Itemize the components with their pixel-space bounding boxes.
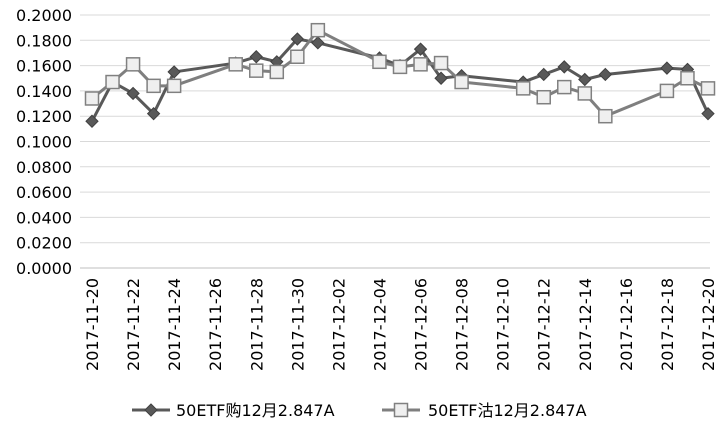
y-tick-label: 0.0000 bbox=[16, 259, 72, 278]
x-tick-label: 2017-11-20 bbox=[83, 278, 102, 371]
y-tick-label: 0.2000 bbox=[16, 6, 72, 25]
square-point bbox=[577, 86, 593, 101]
x-tick-label: 2017-12-08 bbox=[453, 278, 472, 371]
diamond-point bbox=[578, 72, 592, 87]
x-tick-label: 2017-12-04 bbox=[370, 278, 389, 371]
x-tick-label: 2017-12-20 bbox=[699, 278, 718, 371]
x-tick-label: 2017-11-28 bbox=[247, 278, 266, 371]
diamond-point bbox=[660, 61, 674, 75]
square-point bbox=[84, 91, 100, 106]
square-point bbox=[290, 49, 305, 64]
square-point bbox=[659, 83, 675, 99]
square-point bbox=[454, 74, 469, 90]
square-point bbox=[166, 78, 182, 94]
square-point bbox=[125, 57, 141, 72]
square-point bbox=[105, 74, 120, 90]
square-point bbox=[249, 63, 264, 78]
y-tick-label: 0.1000 bbox=[16, 133, 72, 152]
y-tick-label: 0.0600 bbox=[16, 183, 72, 202]
square-point bbox=[515, 81, 531, 96]
diamond-point bbox=[126, 86, 140, 101]
diamond-point bbox=[557, 60, 571, 74]
square-point bbox=[146, 78, 161, 94]
y-tick-label: 0.0400 bbox=[16, 208, 72, 227]
square-point bbox=[680, 71, 695, 86]
square-point bbox=[536, 89, 551, 105]
x-tick-label: 2017-11-26 bbox=[206, 278, 225, 371]
diamond-point bbox=[537, 67, 551, 82]
legend-diamond-marker bbox=[144, 403, 158, 417]
square-point bbox=[413, 57, 428, 72]
legend-item-1: 50ETF购12月2.847A bbox=[132, 401, 335, 420]
x-tick-label: 2017-12-16 bbox=[617, 278, 636, 371]
x-tick-label: 2017-12-12 bbox=[535, 278, 554, 371]
square-point bbox=[228, 57, 243, 72]
x-tick-label: 2017-11-22 bbox=[124, 278, 143, 371]
diamond-point bbox=[413, 42, 428, 56]
legend-item-2: 50ETF沽12月2.847A bbox=[382, 401, 587, 420]
legend-label: 50ETF沽12月2.847A bbox=[428, 401, 587, 420]
square-point bbox=[433, 55, 449, 71]
series-1-line bbox=[90, 37, 710, 122]
y-tick-label: 0.1600 bbox=[16, 57, 72, 76]
y-tick-label: 0.0200 bbox=[16, 234, 72, 253]
diamond-point bbox=[311, 36, 325, 50]
x-tick-label: 2017-12-10 bbox=[494, 278, 513, 371]
diamond-point bbox=[701, 106, 715, 121]
x-tick-label: 2017-12-18 bbox=[658, 278, 677, 371]
diamond-point bbox=[290, 32, 305, 46]
x-tick-label: 2017-12-14 bbox=[576, 278, 595, 371]
diamond-point bbox=[598, 67, 613, 82]
square-point bbox=[269, 64, 285, 80]
diamond-point bbox=[434, 71, 448, 85]
square-point bbox=[700, 81, 716, 96]
y-tick-label: 0.0800 bbox=[16, 158, 72, 177]
axis-layer: 0.0000 0.0200 0.0400 0.0600 0.0800 0.1000 0.12… bbox=[16, 6, 718, 371]
square-point bbox=[557, 79, 572, 95]
diamond-point bbox=[167, 65, 181, 79]
square-point bbox=[598, 108, 613, 124]
diamond-point bbox=[249, 50, 263, 64]
square-point bbox=[372, 54, 387, 70]
square-point bbox=[392, 59, 408, 75]
legend: 50ETF购12月2.847A 50ETF沽12月2.847A bbox=[132, 401, 587, 420]
diamond-point bbox=[146, 106, 161, 121]
x-tick-label: 2017-12-02 bbox=[329, 278, 348, 371]
series-2 bbox=[84, 22, 716, 124]
grid-layer bbox=[80, 14, 710, 269]
series-layer bbox=[84, 22, 716, 128]
y-tick-label: 0.1400 bbox=[16, 82, 72, 101]
x-tick-label: 2017-12-06 bbox=[412, 278, 431, 371]
diamond-point bbox=[85, 114, 99, 128]
legend-square-marker bbox=[393, 402, 409, 418]
y-tick-label: 0.1200 bbox=[16, 107, 72, 126]
x-tick-label: 2017-11-24 bbox=[165, 278, 184, 371]
y-tick-label: 0.1800 bbox=[16, 31, 72, 50]
x-tick-label: 2017-11-30 bbox=[288, 278, 307, 371]
legend-label: 50ETF购12月2.847A bbox=[176, 401, 335, 420]
square-point bbox=[310, 22, 326, 38]
